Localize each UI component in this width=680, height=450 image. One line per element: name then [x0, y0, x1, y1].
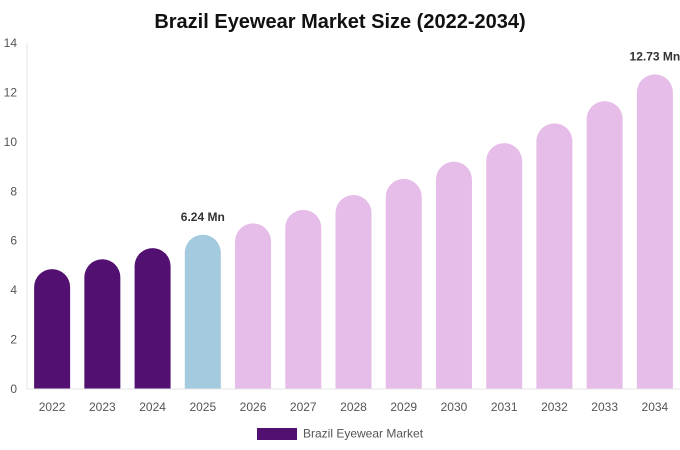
bar-2027[interactable]: [285, 209, 322, 389]
y-tick-label: 10: [4, 135, 18, 149]
x-tick-label: 2031: [491, 400, 518, 414]
data-labels: 6.24 Mn 12.73 Mn: [181, 49, 680, 223]
plot-area: [34, 74, 673, 390]
bar-2026[interactable]: [235, 223, 272, 389]
x-axis: 2022 2023 2024 2025 2026 2027 2028 2029 2030 2031…: [27, 388, 680, 414]
legend-swatch: [257, 428, 297, 440]
x-tick-label: 2023: [89, 400, 116, 414]
x-tick-label: 2025: [189, 400, 216, 414]
y-tick-label: 14: [4, 36, 18, 50]
y-tick-label: 8: [10, 184, 17, 198]
data-label-2025: 6.24 Mn: [181, 210, 225, 224]
chart-title: Brazil Eyewear Market Size (2022-2034): [154, 11, 525, 33]
x-tick-label: 2022: [39, 400, 66, 414]
legend-label: Brazil Eyewear Market: [303, 427, 424, 441]
y-tick-label: 2: [10, 333, 17, 347]
bar-2029[interactable]: [385, 178, 422, 389]
x-tick-label: 2033: [591, 400, 618, 414]
y-tick-label: 6: [10, 234, 17, 248]
bar-2028[interactable]: [335, 194, 372, 389]
bar-2025[interactable]: [184, 234, 221, 389]
data-label-2034: 12.73 Mn: [630, 49, 680, 63]
y-tick-label: 12: [4, 85, 18, 99]
y-axis: 0 2 4 6 8 10 12 14: [4, 36, 28, 396]
x-tick-label: 2024: [139, 400, 166, 414]
bar-2034[interactable]: [636, 74, 673, 389]
bar-2033[interactable]: [586, 101, 623, 389]
bar-2024[interactable]: [134, 248, 171, 389]
x-tick-label: 2029: [390, 400, 417, 414]
x-tick-label: 2027: [290, 400, 317, 414]
legend[interactable]: Brazil Eyewear Market: [257, 427, 424, 441]
x-tick-label: 2034: [642, 400, 669, 414]
x-tick-label: 2030: [441, 400, 468, 414]
bar-2032[interactable]: [536, 123, 573, 390]
y-tick-label: 4: [10, 283, 17, 297]
bar-2030[interactable]: [435, 161, 472, 389]
x-tick-label: 2028: [340, 400, 367, 414]
bar-2031[interactable]: [486, 143, 523, 389]
bar-2023[interactable]: [84, 259, 121, 389]
x-tick-label: 2026: [240, 400, 267, 414]
y-tick-label: 0: [10, 382, 17, 396]
bar-2022[interactable]: [34, 269, 71, 389]
x-tick-label: 2032: [541, 400, 568, 414]
